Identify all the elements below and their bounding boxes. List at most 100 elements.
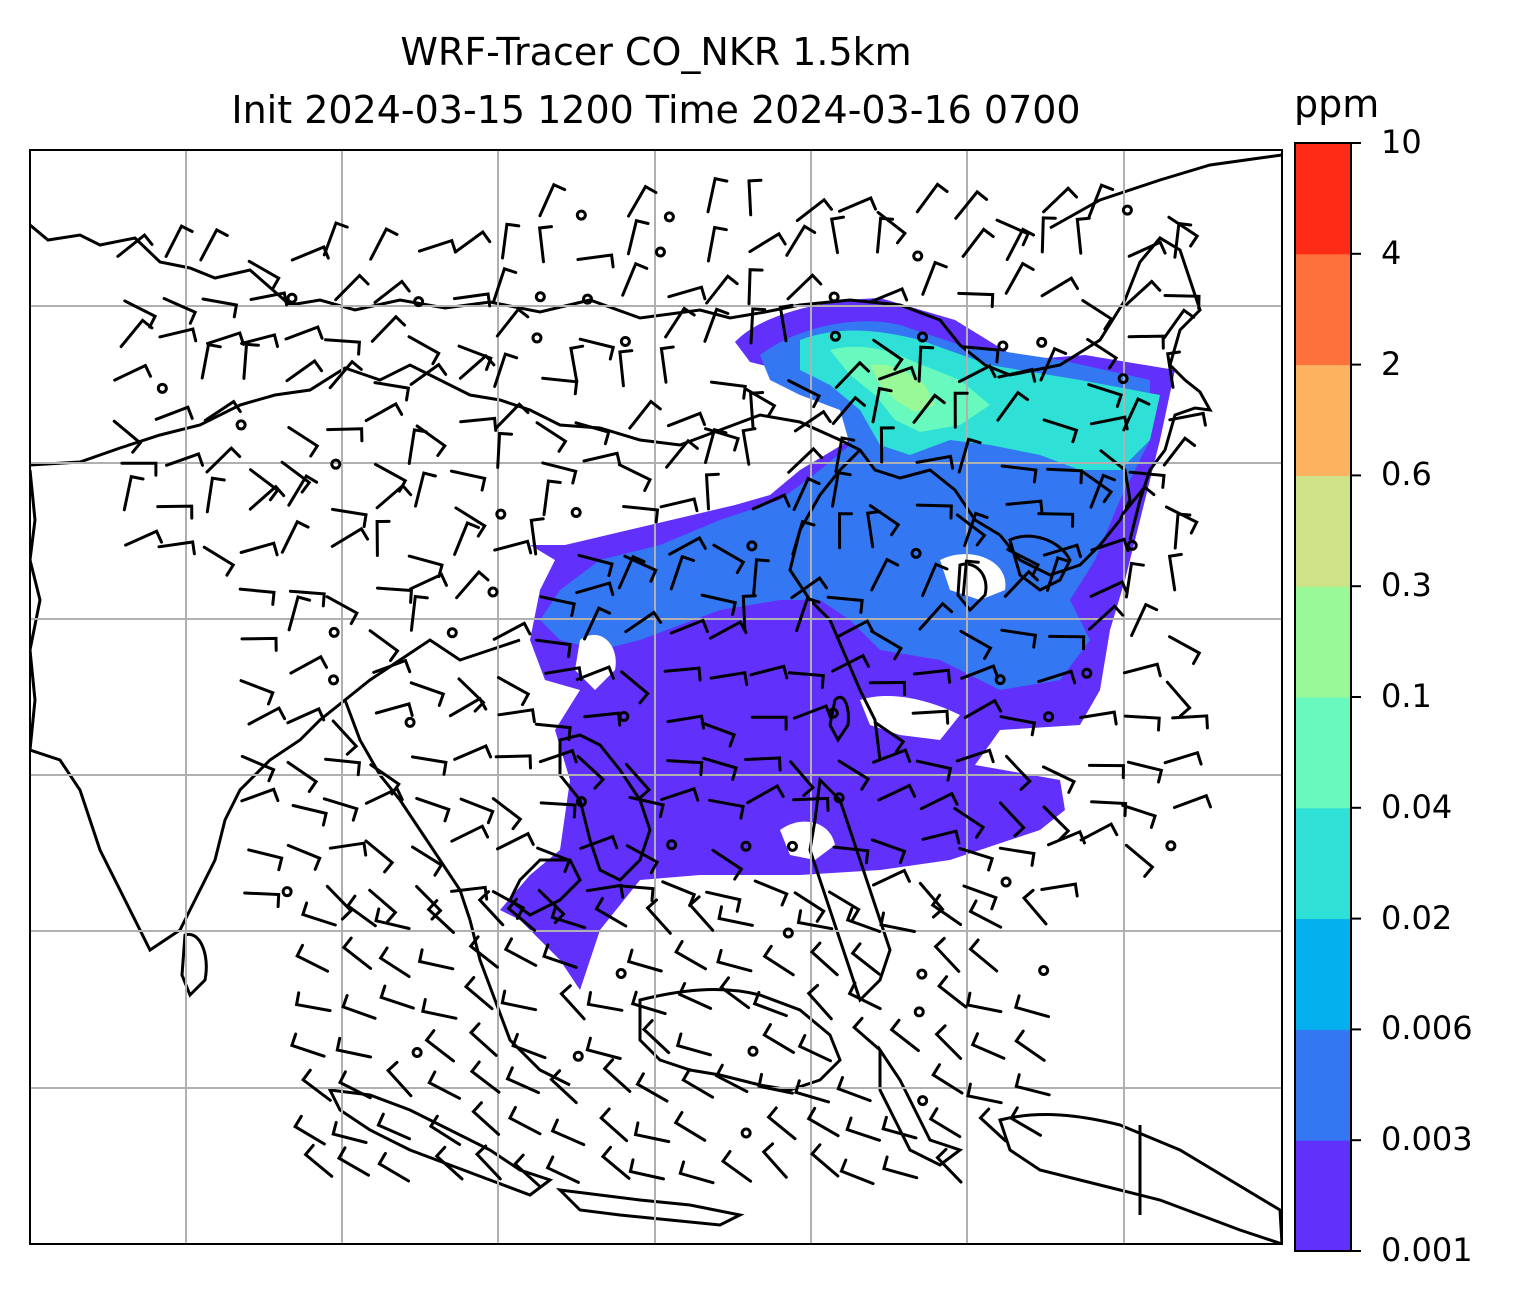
wind-barb [113, 363, 152, 382]
wind-barb [301, 1068, 332, 1102]
wind-barb [1013, 994, 1050, 1019]
coastline-8 [508, 858, 582, 917]
wind-barb [868, 680, 907, 696]
wind-barb [1127, 240, 1167, 258]
colorbar-segment-5 [1295, 586, 1351, 698]
calm-wind-marker [330, 458, 342, 470]
wind-barb [569, 344, 585, 384]
calm-wind-marker [782, 927, 794, 939]
wind-barb [205, 445, 242, 474]
wind-barb [918, 881, 945, 919]
wind-barb [999, 715, 1037, 737]
wind-barb [411, 845, 444, 877]
wind-barb [1005, 499, 1044, 515]
wind-barb [374, 907, 411, 930]
wind-barb [158, 327, 198, 343]
wind-barb [741, 594, 757, 632]
wind-barb [1048, 634, 1086, 651]
wind-barb [1162, 308, 1196, 340]
calm-wind-marker [740, 840, 752, 852]
wind-barb [930, 893, 963, 926]
wind-barb [448, 696, 488, 718]
wind-barb [583, 606, 612, 641]
calm-wind-marker [531, 332, 543, 344]
wind-barb [322, 797, 359, 822]
wind-barb [645, 898, 672, 935]
coastline-6 [828, 696, 850, 743]
calm-wind-marker [1000, 876, 1012, 888]
wind-barb [708, 798, 745, 820]
wind-barb [286, 760, 319, 793]
wind-barb [290, 245, 330, 262]
wind-barb [702, 756, 738, 781]
wind-barb [457, 344, 493, 371]
wind-barb [1042, 805, 1071, 841]
wind-barb [628, 1158, 665, 1181]
calm-wind-marker [582, 293, 594, 305]
wind-barb [957, 291, 995, 309]
wind-barb [749, 307, 767, 345]
wind-barb [303, 1143, 334, 1178]
wind-barb [293, 1114, 326, 1146]
map-title-line-2: Init 2024-03-15 1200 Time 2024-03-16 070… [231, 88, 1081, 132]
wind-barb [793, 409, 832, 433]
coastline-14 [808, 776, 892, 1003]
wind-barb [970, 1032, 1006, 1060]
plume-gap-2 [940, 554, 1006, 600]
wind-barb [1127, 334, 1165, 350]
wind-barb [583, 711, 622, 727]
wind-barb [1042, 186, 1078, 214]
calm-wind-marker [663, 211, 675, 223]
wind-barb [506, 897, 537, 932]
wind-barb [1005, 754, 1032, 791]
wind-barb [957, 363, 997, 384]
wind-barb [1090, 537, 1130, 553]
wind-barb [575, 665, 615, 681]
wind-barb [492, 621, 532, 641]
colorbar-segment-4 [1295, 697, 1351, 809]
wind-barb [1039, 346, 1068, 382]
coastline-13 [638, 988, 842, 1092]
wind-barb [749, 664, 789, 680]
wind-barb [744, 756, 782, 772]
wind-barb [1086, 337, 1119, 370]
wind-barb [869, 286, 909, 304]
wind-barb [538, 182, 567, 218]
wind-barb [247, 259, 281, 291]
wind-barb [328, 841, 368, 857]
wind-barb [1090, 800, 1128, 817]
wind-barb [748, 391, 765, 429]
wind-barb [878, 365, 917, 381]
wind-barb [921, 562, 949, 598]
calm-wind-marker [786, 840, 798, 852]
wind-barb [373, 381, 411, 402]
wind-barb [1087, 383, 1123, 408]
wind-barb [879, 911, 916, 933]
calm-wind-marker [281, 886, 293, 898]
wind-barb [876, 216, 895, 254]
wind-barb [837, 759, 871, 791]
wind-barb [966, 1082, 1003, 1105]
wind-barb [369, 226, 399, 261]
wind-barb [450, 824, 490, 843]
calm-wind-marker [666, 839, 678, 851]
wind-barb [335, 1036, 373, 1059]
wind-barb [795, 596, 821, 633]
wind-barb [847, 981, 882, 1011]
wind-barb [505, 1066, 540, 1095]
wind-barb [376, 1112, 411, 1141]
wind-barb [960, 664, 1000, 680]
wind-barb [1165, 680, 1192, 718]
wind-barb [495, 307, 530, 338]
wind-barb [544, 666, 583, 682]
wind-barb [330, 526, 370, 548]
wind-barb [426, 899, 455, 934]
wind-barb [536, 846, 572, 874]
calm-wind-marker [912, 250, 924, 262]
wind-barb [379, 984, 415, 1010]
wind-barb [290, 1032, 326, 1058]
colorbar-tick-label: 0.1 [1381, 677, 1432, 715]
wind-barb [1173, 221, 1193, 259]
wind-barb [806, 983, 833, 1021]
wind-barb [831, 395, 866, 425]
